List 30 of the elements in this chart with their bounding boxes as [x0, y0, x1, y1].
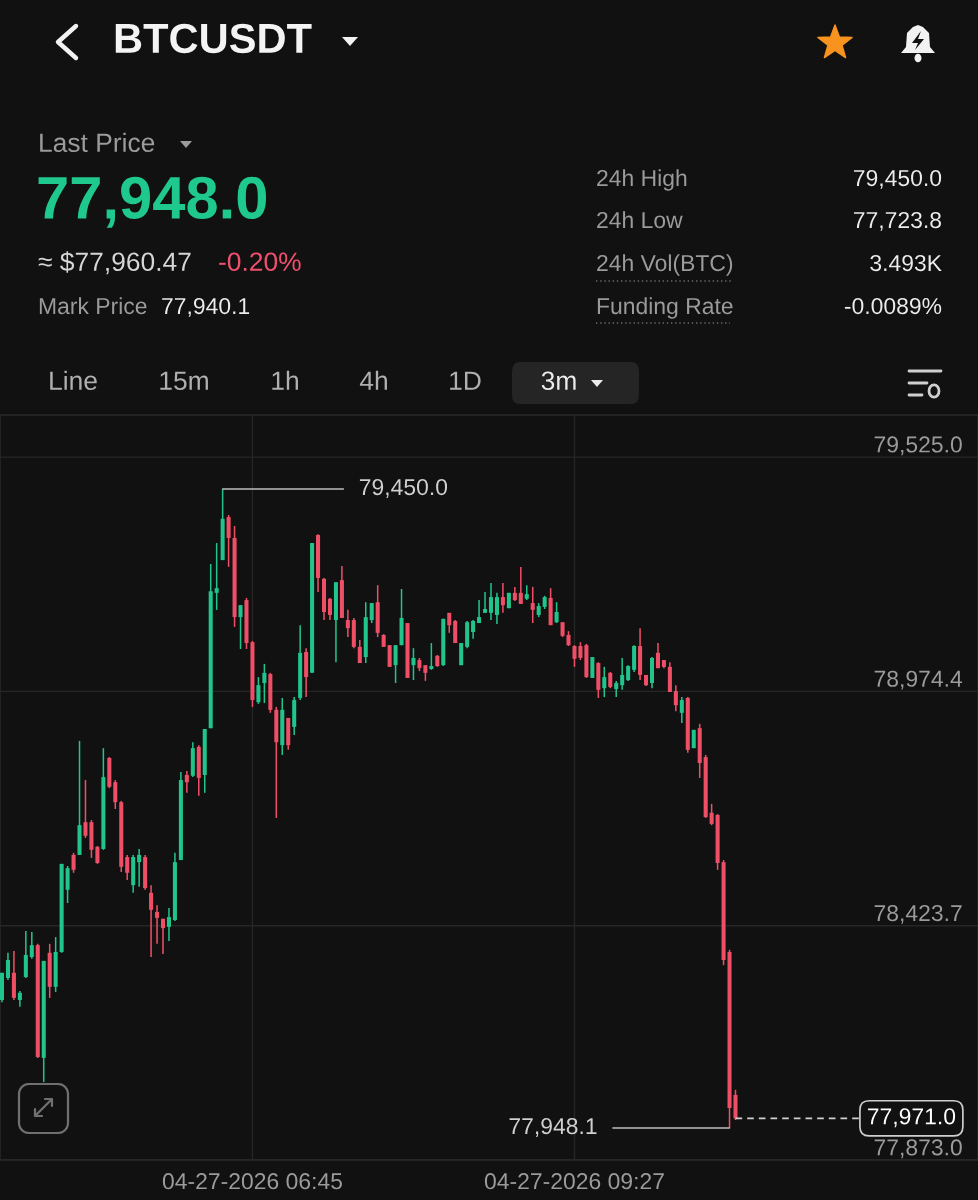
y-tick-label: 77,873.0 [874, 1139, 962, 1159]
text: 1D [450, 371, 481, 390]
ref-line-label: 77,971.0 [867, 1108, 956, 1128]
text: 77,723.8 [853, 211, 942, 231]
text: 1h [272, 370, 298, 390]
text: 24h High [597, 169, 687, 191]
y-tick-label: 78,423.7 [874, 904, 962, 924]
text: 3.493K [870, 254, 942, 272]
text: Last Price [40, 132, 155, 153]
text: 3m [541, 371, 576, 391]
text: 15m [160, 371, 208, 391]
text: 24h Low [597, 211, 683, 229]
x-tick-label: 04-27-2026 06:45 [162, 1173, 342, 1190]
text: 4h [359, 370, 387, 390]
y-tick-label: 78,974.4 [874, 670, 963, 690]
text: 77,948.0 [38, 176, 267, 228]
text: Line [50, 370, 97, 391]
text: Mark Price [39, 297, 147, 315]
text: -0.0089% [844, 297, 942, 315]
text: ≈ $77,960.47 [38, 251, 191, 275]
text: 24h Vol(BTC) [597, 254, 733, 276]
y-tick-label: 79,525.0 [874, 436, 962, 456]
text: -0.20% [219, 252, 301, 272]
text: Funding Rate [597, 297, 733, 319]
x-tick-label: 04-27-2026 09:27 [484, 1173, 664, 1190]
annotation: 79,450.0 [359, 478, 448, 498]
text: 77,940.1 [162, 297, 250, 317]
chart-title: BTCUSDT [115, 23, 312, 54]
text: 79,450.0 [853, 169, 942, 189]
annotation: 77,948.1 [509, 1117, 597, 1137]
